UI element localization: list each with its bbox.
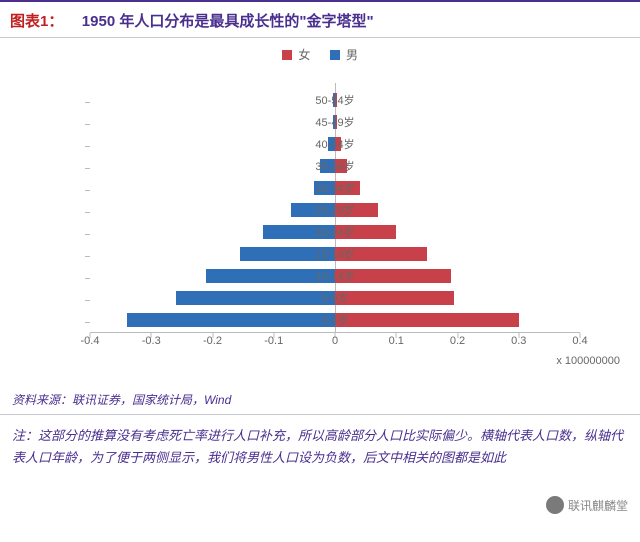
plot-area: 50-54岁 45-49岁 40-44岁 35-39岁 30-34岁 25-29岁 20-2…	[10, 73, 630, 383]
xtick-label: -0.4	[81, 335, 100, 347]
bar-row: 30-34岁	[90, 179, 580, 201]
x-axis-unit-label: x 100000000	[556, 355, 620, 367]
chart-title-block: 图表1： 1950 年人口分布是最具成长性的"金字塔型"	[0, 2, 640, 37]
category-label: 0-4岁	[90, 312, 580, 328]
bar-row: 35-39岁	[90, 157, 580, 179]
chart-title-number: 图表1：	[10, 13, 63, 30]
category-label: 20-24岁	[90, 224, 580, 240]
bar-row: 20-24岁	[90, 223, 580, 245]
bar-row: 50-54岁	[90, 91, 580, 113]
brand-logo-icon	[546, 496, 564, 514]
bar-row: 15-19岁	[90, 245, 580, 267]
note-text: 这部分的推算没有考虑死亡率进行人口补充，所以高龄部分人口比实际偏少。横轴代表人口…	[12, 428, 623, 465]
category-label: 5-9岁	[90, 290, 580, 306]
category-label: 10-14岁	[90, 268, 580, 284]
brand-name: 联讯麒麟堂	[568, 497, 628, 514]
legend-swatch-male	[330, 50, 340, 60]
category-label: 50-54岁	[90, 92, 580, 108]
xtick-label: 0.2	[450, 335, 465, 347]
footer-brand: 联讯麒麟堂	[546, 496, 628, 514]
note-prefix: 注：	[12, 428, 38, 443]
legend-label-female: 女	[298, 48, 310, 62]
xtick-label: -0.2	[203, 335, 222, 347]
bar-row: 0-4岁	[90, 311, 580, 333]
category-label: 30-34岁	[90, 180, 580, 196]
xtick-label: 0.4	[572, 335, 587, 347]
xtick-label: 0.3	[511, 335, 526, 347]
chart-legend: 女 男	[0, 38, 640, 67]
bar-row: 5-9岁	[90, 289, 580, 311]
note-block: 注：这部分的推算没有考虑死亡率进行人口补充，所以高龄部分人口比实际偏少。横轴代表…	[0, 415, 640, 469]
bar-row: 40-44岁	[90, 135, 580, 157]
source-prefix: 资料来源：	[12, 393, 72, 407]
legend-item-male: 男	[330, 46, 358, 63]
plot-canvas: 50-54岁 45-49岁 40-44岁 35-39岁 30-34岁 25-29岁 20-2…	[90, 83, 580, 333]
legend-item-female: 女	[282, 46, 310, 63]
category-label: 40-44岁	[90, 136, 580, 152]
category-label: 45-49岁	[90, 114, 580, 130]
xtick-label: 0.1	[389, 335, 404, 347]
bar-row: 10-14岁	[90, 267, 580, 289]
category-label: 35-39岁	[90, 158, 580, 174]
bar-row: 45-49岁	[90, 113, 580, 135]
xtick-label: -0.3	[142, 335, 161, 347]
bar-row: 25-29岁	[90, 201, 580, 223]
source-line: 资料来源：联讯证券，国家统计局，Wind	[0, 383, 640, 414]
xtick-label: -0.1	[264, 335, 283, 347]
legend-label-male: 男	[346, 48, 358, 62]
category-label: 15-19岁	[90, 246, 580, 262]
legend-swatch-female	[282, 50, 292, 60]
source-text: 联讯证券，国家统计局，Wind	[72, 393, 231, 407]
category-label: 25-29岁	[90, 202, 580, 218]
xtick-label: 0	[332, 335, 338, 347]
chart-title-text: 1950 年人口分布是最具成长性的"金字塔型"	[82, 13, 374, 30]
